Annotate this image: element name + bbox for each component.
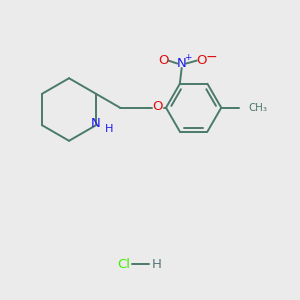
Text: O: O	[158, 54, 169, 67]
Text: N: N	[91, 117, 101, 130]
Text: +: +	[184, 53, 192, 62]
Text: CH₃: CH₃	[248, 103, 268, 113]
Text: −: −	[205, 50, 217, 64]
Text: N: N	[177, 57, 187, 70]
Text: O: O	[153, 100, 163, 113]
Text: H: H	[152, 258, 162, 271]
Text: O: O	[197, 54, 207, 67]
Text: H: H	[105, 124, 113, 134]
Text: Cl: Cl	[118, 258, 131, 271]
